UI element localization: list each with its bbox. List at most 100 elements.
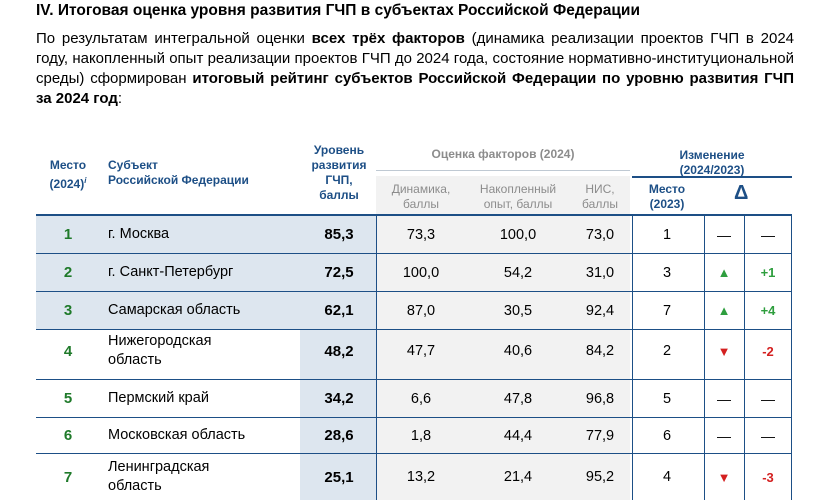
dyn-cell: 1,8 bbox=[410, 427, 432, 444]
level-cell: 85,3 bbox=[324, 226, 354, 243]
nis-cell: 73,0 bbox=[585, 226, 615, 243]
column-divider bbox=[376, 216, 377, 500]
acc-header: Накопленный опыт, баллы bbox=[479, 182, 557, 211]
change-group-header: Изменение (2024/2023) bbox=[679, 148, 745, 177]
change-cell: +4 bbox=[760, 303, 776, 318]
level-header: Уровень развития ГЧП, баллы bbox=[311, 143, 367, 202]
column-divider bbox=[632, 216, 633, 500]
subject-header: Субъект Российской Федерации bbox=[108, 158, 249, 187]
nis-cell: 84,2 bbox=[585, 343, 615, 359]
dyn-cell: 6,6 bbox=[410, 390, 432, 407]
dyn-cell: 47,7 bbox=[406, 343, 436, 359]
no-change-dash-icon: — bbox=[717, 390, 731, 407]
place-2023-cell: 2 bbox=[662, 343, 672, 359]
delta-icon: Δ bbox=[734, 182, 749, 204]
row-divider bbox=[36, 417, 792, 418]
table-row: 2 г. Санкт-Петербург 72,5 100,0 54,2 31,… bbox=[36, 254, 792, 291]
change-cell: +1 bbox=[760, 265, 776, 280]
level-cell: 28,6 bbox=[324, 427, 354, 444]
down-arrow-icon: ▼ bbox=[717, 469, 731, 485]
down-arrow-icon: ▼ bbox=[717, 343, 731, 359]
table-row: 5 Пермский край 34,2 6,6 47,8 96,8 5 — — bbox=[36, 380, 792, 417]
level-cell: 62,1 bbox=[324, 302, 354, 319]
rank-cell: 1 bbox=[63, 226, 73, 243]
row-divider bbox=[36, 253, 792, 254]
change-header-rule bbox=[632, 176, 792, 178]
subject-cell: Самарская область bbox=[108, 302, 241, 318]
level-cell: 34,2 bbox=[324, 390, 354, 407]
place-2023-cell: 1 bbox=[662, 226, 672, 243]
place-2023-cell: 7 bbox=[662, 302, 672, 319]
acc-cell: 44,4 bbox=[503, 427, 533, 444]
row-divider bbox=[36, 329, 792, 330]
acc-cell: 47,8 bbox=[503, 390, 533, 407]
column-divider bbox=[791, 216, 792, 500]
dyn-cell: 73,3 bbox=[406, 226, 436, 243]
rank-cell: 3 bbox=[63, 302, 73, 319]
subject-line-2: область bbox=[108, 352, 162, 368]
factors-column-shade bbox=[376, 176, 630, 500]
table-row: 1 г. Москва 85,3 73,3 100,0 73,0 1 — — bbox=[36, 216, 792, 253]
level-column-shade bbox=[300, 329, 376, 500]
acc-cell: 21,4 bbox=[503, 469, 533, 485]
nis-cell: 95,2 bbox=[585, 469, 615, 485]
acc-cell: 100,0 bbox=[499, 226, 537, 243]
dyn-cell: 13,2 bbox=[406, 469, 436, 485]
section-heading: IV. Итоговая оценка уровня развития ГЧП … bbox=[36, 2, 640, 19]
subject-cell: Пермский край bbox=[108, 390, 209, 406]
rank-header: Место (2024)i bbox=[49, 158, 87, 191]
rank-cell: 5 bbox=[63, 390, 73, 407]
place-2023-cell: 5 bbox=[662, 390, 672, 407]
subject-cell: г. Москва bbox=[108, 226, 170, 242]
nis-cell: 96,8 bbox=[585, 390, 615, 407]
no-change-dash-icon: — bbox=[717, 226, 731, 243]
change-cell: -3 bbox=[762, 469, 774, 485]
level-cell: 25,1 bbox=[324, 468, 354, 486]
no-change-dash-icon: — bbox=[717, 427, 731, 444]
subject-cell: г. Санкт-Петербург bbox=[108, 264, 234, 280]
rank-cell: 6 bbox=[63, 427, 73, 444]
nis-cell: 77,9 bbox=[585, 427, 615, 444]
rank-cell: 4 bbox=[63, 342, 73, 360]
dyn-cell: 100,0 bbox=[402, 264, 440, 281]
table-row: 3 Самарская область 62,1 87,0 30,5 92,4 … bbox=[36, 292, 792, 329]
table-row: 7 Ленинградская область 25,1 13,2 21,4 9… bbox=[36, 454, 792, 500]
level-cell: 48,2 bbox=[324, 342, 354, 360]
place-2023-cell: 4 bbox=[662, 469, 672, 485]
intro-paragraph: По результатам интегральной оценки всех … bbox=[36, 30, 795, 107]
place-2023-header: Место (2023) bbox=[648, 182, 686, 211]
change-cell: -2 bbox=[762, 343, 774, 359]
up-arrow-icon: ▲ bbox=[717, 265, 731, 280]
table-header: Место (2024)i Субъект Российской Федерац… bbox=[36, 136, 792, 214]
level-cell: 72,5 bbox=[324, 264, 354, 281]
row-divider bbox=[36, 379, 792, 380]
top-three-shade bbox=[36, 216, 376, 329]
rating-table: Место (2024)i Субъект Российской Федерац… bbox=[36, 136, 792, 500]
factors-group-header: Оценка факторов (2024) bbox=[431, 147, 575, 161]
change-cell: — bbox=[761, 390, 775, 407]
header-bottom-rule bbox=[36, 214, 792, 216]
nis-header: НИС, баллы bbox=[582, 182, 618, 211]
change-cell: — bbox=[761, 226, 775, 243]
nis-cell: 92,4 bbox=[585, 302, 615, 319]
subject-line-1: Нижегородская bbox=[108, 333, 212, 349]
subject-cell: Нижегородская область bbox=[108, 330, 308, 372]
dyn-header: Динамика, баллы bbox=[391, 182, 451, 211]
acc-cell: 40,6 bbox=[503, 343, 533, 359]
table-row: 4 Нижегородская область 48,2 47,7 40,6 8… bbox=[36, 330, 792, 372]
place-2023-cell: 6 bbox=[662, 427, 672, 444]
subject-line-1: Ленинградская bbox=[108, 459, 210, 475]
up-arrow-icon: ▲ bbox=[717, 303, 731, 318]
rank-cell: 7 bbox=[63, 468, 73, 486]
place-2023-cell: 3 bbox=[662, 264, 672, 281]
row-divider bbox=[36, 453, 792, 454]
column-divider bbox=[744, 216, 745, 500]
column-divider bbox=[704, 216, 705, 500]
nis-cell: 31,0 bbox=[585, 264, 615, 281]
rank-cell: 2 bbox=[63, 264, 73, 281]
acc-cell: 30,5 bbox=[503, 302, 533, 319]
subject-line-2: область bbox=[108, 478, 162, 494]
acc-cell: 54,2 bbox=[503, 264, 533, 281]
subject-cell: Московская область bbox=[108, 427, 246, 443]
change-cell: — bbox=[761, 427, 775, 444]
